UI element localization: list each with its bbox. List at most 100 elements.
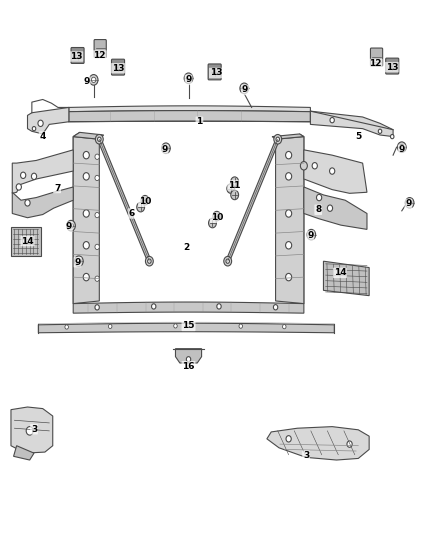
Polygon shape (304, 187, 367, 229)
Text: 9: 9 (162, 146, 168, 155)
FancyBboxPatch shape (208, 64, 221, 80)
Circle shape (286, 151, 292, 159)
Circle shape (95, 134, 103, 144)
Text: 7: 7 (54, 183, 60, 192)
Circle shape (227, 184, 235, 193)
Circle shape (98, 137, 101, 141)
Circle shape (286, 435, 291, 442)
Text: 9: 9 (74, 258, 81, 266)
Text: 12: 12 (369, 60, 382, 68)
Circle shape (74, 256, 83, 266)
Circle shape (242, 86, 247, 91)
Circle shape (224, 256, 232, 266)
Circle shape (276, 137, 279, 141)
Circle shape (407, 200, 412, 206)
Polygon shape (73, 302, 304, 313)
Circle shape (217, 304, 221, 309)
Polygon shape (69, 106, 311, 112)
Circle shape (347, 441, 352, 447)
Text: 13: 13 (112, 64, 124, 72)
Text: 13: 13 (70, 52, 82, 61)
Circle shape (274, 134, 282, 144)
Circle shape (164, 146, 168, 151)
Circle shape (69, 223, 73, 228)
Text: 2: 2 (183, 244, 190, 253)
Circle shape (286, 241, 292, 249)
Polygon shape (73, 132, 80, 304)
Polygon shape (276, 136, 304, 304)
Circle shape (148, 259, 151, 263)
Circle shape (312, 163, 318, 169)
Circle shape (26, 426, 33, 435)
Circle shape (208, 218, 216, 228)
Circle shape (378, 129, 382, 133)
Text: 3: 3 (31, 425, 37, 434)
Text: 15: 15 (182, 321, 195, 330)
Polygon shape (12, 150, 73, 193)
Circle shape (25, 200, 30, 206)
Text: 13: 13 (210, 68, 222, 77)
Circle shape (213, 212, 221, 221)
Text: 14: 14 (21, 237, 34, 246)
Text: 14: 14 (334, 268, 346, 277)
Circle shape (95, 276, 99, 281)
Polygon shape (39, 323, 334, 333)
Circle shape (65, 325, 68, 329)
Circle shape (399, 144, 404, 150)
Polygon shape (304, 150, 367, 193)
Circle shape (330, 117, 334, 123)
Circle shape (329, 168, 335, 174)
Text: 13: 13 (385, 63, 398, 71)
Circle shape (307, 229, 316, 240)
Text: 10: 10 (139, 197, 151, 206)
Text: 9: 9 (66, 222, 72, 231)
Text: 1: 1 (196, 117, 202, 126)
Text: 9: 9 (242, 85, 248, 94)
Circle shape (239, 324, 243, 328)
Circle shape (405, 198, 414, 208)
Circle shape (283, 325, 286, 329)
Text: 8: 8 (315, 205, 321, 214)
Text: 12: 12 (93, 51, 106, 60)
Circle shape (186, 76, 191, 81)
Text: 10: 10 (211, 213, 223, 222)
Polygon shape (176, 349, 201, 363)
Circle shape (95, 305, 99, 310)
Circle shape (145, 256, 153, 266)
Circle shape (397, 142, 406, 152)
Circle shape (286, 210, 292, 217)
Polygon shape (69, 111, 311, 122)
Circle shape (83, 151, 89, 159)
Polygon shape (14, 446, 34, 460)
Polygon shape (98, 138, 151, 262)
Polygon shape (300, 134, 304, 304)
Circle shape (21, 172, 26, 179)
Text: 9: 9 (307, 231, 314, 240)
FancyBboxPatch shape (71, 47, 84, 63)
Polygon shape (267, 426, 369, 460)
Polygon shape (323, 261, 369, 296)
Circle shape (77, 259, 81, 264)
Circle shape (273, 304, 278, 310)
Text: 9: 9 (84, 77, 90, 86)
Circle shape (32, 126, 36, 131)
Circle shape (309, 232, 314, 237)
Circle shape (95, 154, 99, 159)
Polygon shape (12, 187, 73, 217)
Polygon shape (28, 108, 69, 134)
Text: 9: 9 (399, 146, 405, 155)
Polygon shape (311, 111, 393, 136)
Circle shape (92, 77, 96, 83)
Circle shape (137, 203, 145, 212)
Text: 11: 11 (228, 181, 240, 190)
Text: 6: 6 (129, 209, 135, 218)
FancyBboxPatch shape (94, 39, 106, 58)
Circle shape (141, 196, 149, 205)
Circle shape (32, 173, 37, 180)
Polygon shape (73, 132, 104, 139)
Circle shape (391, 134, 394, 139)
Circle shape (152, 304, 156, 309)
Circle shape (83, 173, 89, 180)
Circle shape (95, 175, 99, 181)
Circle shape (38, 120, 43, 126)
